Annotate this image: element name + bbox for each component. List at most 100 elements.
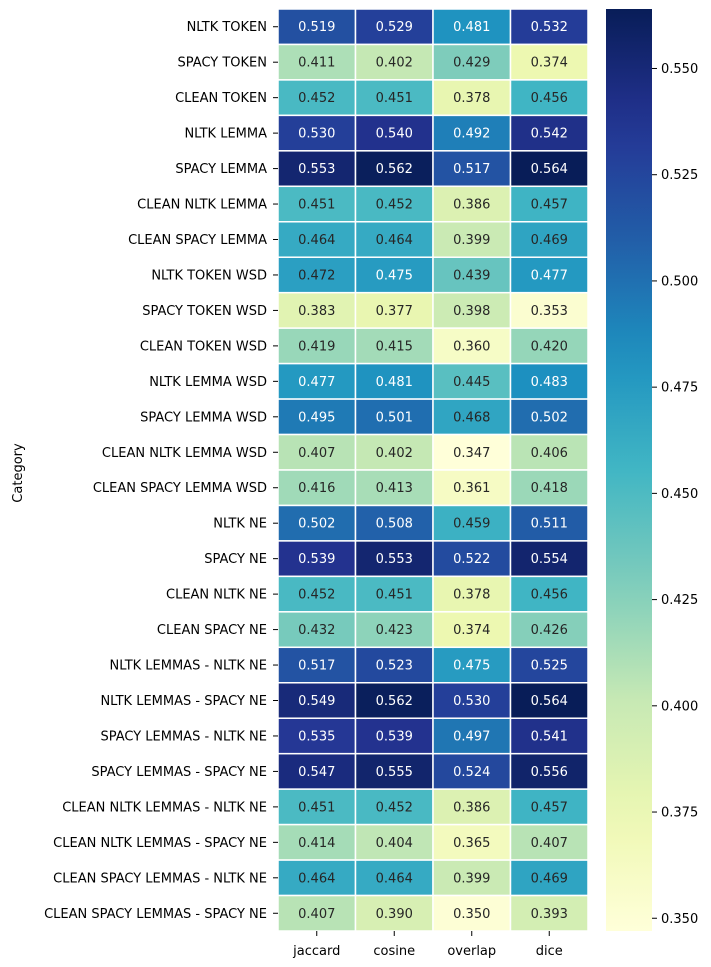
- heatmap-cell: [277, 752, 357, 790]
- cell-value-label: 0.451: [298, 198, 335, 213]
- heatmap-cell: [354, 433, 434, 471]
- heatmap-cell: [509, 646, 589, 684]
- cell-value-label: 0.464: [298, 233, 335, 248]
- cell-value-label: 0.452: [298, 91, 335, 106]
- cell-value-label: 0.541: [531, 729, 568, 744]
- colorbar-tick-label: 0.475: [661, 381, 698, 396]
- heatmap-cell: [354, 114, 434, 152]
- cell-value-label: 0.439: [453, 268, 490, 283]
- heatmap-cell: [509, 469, 589, 507]
- cell-value-label: 0.469: [531, 233, 568, 248]
- cell-value-label: 0.481: [376, 375, 413, 390]
- heatmap-cell: [277, 433, 357, 471]
- cell-value-label: 0.378: [453, 588, 490, 603]
- heatmap-cell: [509, 682, 589, 719]
- colorbar: 0.350 0.375 0.400 0.425 0.450 0.475 0.500 0.525…: [606, 9, 698, 931]
- cell-value-label: 0.420: [531, 339, 568, 354]
- cell-value-label: 0.350: [453, 907, 490, 922]
- cell-value-label: 0.468: [453, 410, 490, 425]
- x-tick-label: jaccard: [292, 944, 340, 959]
- cell-value-label: 0.525: [531, 659, 568, 674]
- colorbar-tick-label: 0.350: [661, 912, 698, 927]
- cell-value-label: 0.549: [298, 694, 335, 709]
- cell-value-label: 0.393: [531, 907, 568, 922]
- heatmap-cell: [509, 8, 589, 46]
- cell-value-label: 0.402: [376, 446, 413, 461]
- cell-value-label: 0.472: [298, 268, 335, 283]
- cell-value-label: 0.418: [531, 481, 568, 496]
- heatmap-cell: [354, 646, 434, 684]
- heatmap-cell: [432, 433, 512, 471]
- colorbar-tick-label: 0.425: [661, 593, 698, 608]
- y-tick-label: CLEAN TOKEN: [175, 91, 267, 106]
- heatmap-cell: [354, 8, 434, 46]
- cell-value-label: 0.564: [531, 162, 568, 177]
- cell-value-label: 0.451: [298, 800, 335, 815]
- cell-value-label: 0.378: [453, 91, 490, 106]
- cell-value-label: 0.386: [453, 198, 490, 213]
- heatmap-cell: [509, 540, 589, 578]
- heatmap-cell: [432, 859, 512, 897]
- cell-value-label: 0.407: [298, 907, 335, 922]
- cell-value-label: 0.481: [453, 20, 490, 35]
- cell-value-label: 0.539: [376, 729, 413, 744]
- cell-value-label: 0.365: [453, 836, 490, 851]
- heatmap-cell: [432, 646, 512, 684]
- heatmap-cell: [432, 504, 512, 542]
- y-axis-label: Category: [11, 443, 26, 503]
- heatmap-cell: [354, 362, 434, 400]
- cell-value-label: 0.360: [453, 339, 490, 354]
- y-tick-label: CLEAN NLTK LEMMA: [137, 198, 267, 213]
- cell-value-label: 0.464: [298, 871, 335, 886]
- y-tick-labels: NLTK TOKEN SPACY TOKEN CLEAN TOKEN NLTK LEM…: [44, 20, 278, 922]
- heatmap-cell: [509, 859, 589, 897]
- cell-value-label: 0.469: [531, 871, 568, 886]
- y-tick-label: NLTK LEMMA WSD: [149, 375, 267, 390]
- cell-value-label: 0.511: [531, 517, 568, 532]
- cell-value-label: 0.377: [376, 304, 413, 319]
- cell-value-label: 0.477: [531, 268, 568, 283]
- cell-value-label: 0.529: [376, 20, 413, 35]
- heatmap-cell: [509, 150, 589, 188]
- cell-value-label: 0.374: [453, 623, 490, 638]
- cell-value-label: 0.426: [531, 623, 568, 638]
- cell-value-label: 0.398: [453, 304, 490, 319]
- cell-value-label: 0.451: [376, 588, 413, 603]
- heatmap-cell: [509, 43, 589, 81]
- heatmap-cell: [354, 575, 434, 613]
- cell-value-label: 0.406: [531, 446, 568, 461]
- cell-value-label: 0.517: [298, 659, 335, 674]
- cell-value-label: 0.502: [531, 410, 568, 425]
- heatmap-cell: [509, 823, 589, 861]
- heatmap-cell: [277, 256, 357, 294]
- heatmap-cell: [509, 575, 589, 613]
- y-tick-label: CLEAN NLTK LEMMA WSD: [102, 446, 267, 461]
- y-tick-label: CLEAN NLTK LEMMAS - SPACY NE: [53, 836, 267, 851]
- heatmap-cell: [432, 575, 512, 613]
- heatmap-cell: [354, 398, 434, 436]
- heatmap-cell: [432, 788, 512, 826]
- cell-value-label: 0.542: [531, 127, 568, 142]
- heatmap-cell: [432, 894, 512, 932]
- cell-value-label: 0.477: [298, 375, 335, 390]
- cell-value-label: 0.399: [453, 233, 490, 248]
- heatmap-cell: [432, 398, 512, 436]
- colorbar-gradient: [606, 9, 652, 931]
- heatmap-cell: [432, 221, 512, 258]
- heatmap-cell: [354, 469, 434, 507]
- heatmap-cell: [432, 752, 512, 790]
- cell-value-label: 0.456: [531, 91, 568, 106]
- cell-value-label: 0.419: [298, 339, 335, 354]
- y-tick-label: NLTK LEMMAS - NLTK NE: [110, 659, 267, 674]
- x-tick-label: overlap: [447, 944, 496, 959]
- cell-value-label: 0.522: [453, 552, 490, 567]
- x-tick-label: cosine: [373, 944, 415, 959]
- y-tick-label: CLEAN TOKEN WSD: [140, 339, 267, 354]
- cell-value-label: 0.532: [531, 20, 568, 35]
- heatmap-cell: [509, 291, 589, 329]
- y-tick-label: SPACY LEMMAS - NLTK NE: [100, 729, 267, 744]
- heatmap-cell: [277, 646, 357, 684]
- heatmap-cell: [277, 398, 357, 436]
- cell-value-label: 0.523: [376, 659, 413, 674]
